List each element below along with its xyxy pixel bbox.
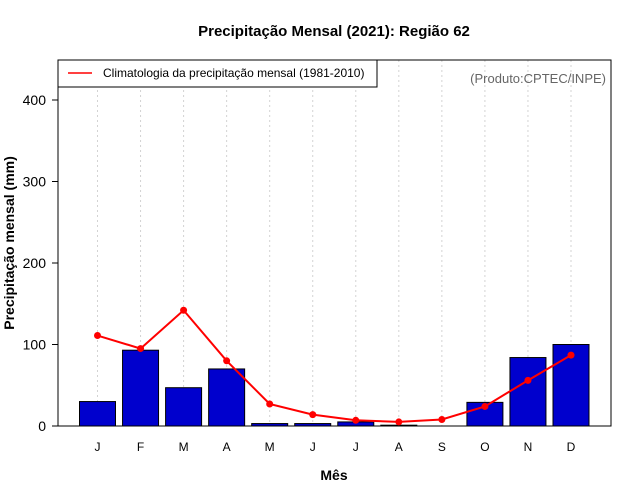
bar-series xyxy=(79,344,590,427)
y-tick-label: 100 xyxy=(23,337,47,353)
climatology-point xyxy=(352,416,360,424)
climatology-point xyxy=(94,332,101,340)
x-tick-label: J xyxy=(353,440,359,454)
climatology-point xyxy=(438,415,446,423)
x-tick-label: O xyxy=(480,440,489,454)
y-tick-label: 400 xyxy=(23,92,47,108)
x-tick-label: N xyxy=(524,440,533,454)
climatology-point xyxy=(266,400,274,408)
x-tick-label: A xyxy=(223,440,231,454)
x-tick-label: A xyxy=(395,440,403,454)
legend-entry-climatology: Climatologia da precipitação mensal (198… xyxy=(103,66,364,80)
climatology-point xyxy=(223,357,231,365)
credit-annotation: (Produto:CPTEC/INPE) xyxy=(470,71,606,86)
x-tick-label: J xyxy=(95,440,101,454)
x-tick-label: S xyxy=(438,440,446,454)
x-tick-label: F xyxy=(137,440,144,454)
x-tick-label: J xyxy=(310,440,316,454)
legend: Climatologia da precipitação mensal (198… xyxy=(57,59,378,88)
x-axis-label: Mês xyxy=(320,467,347,483)
climatology-line-series xyxy=(94,306,575,426)
climatology-line xyxy=(97,308,572,423)
y-tick-label: 0 xyxy=(38,418,46,434)
x-tick-label: M xyxy=(265,440,275,454)
y-tick-label: 300 xyxy=(23,174,47,190)
x-tick-label: M xyxy=(179,440,189,454)
y-tick-label: 200 xyxy=(23,255,47,271)
climatology-point xyxy=(481,402,489,410)
y-axis-label: Precipitação mensal (mm) xyxy=(1,156,17,330)
climatology-point xyxy=(395,418,403,426)
climatology-point xyxy=(137,345,145,353)
climatology-point xyxy=(309,411,317,419)
chart-title: Precipitação Mensal (2021): Região 62 xyxy=(198,23,470,40)
bar xyxy=(122,349,160,427)
x-tick-label: D xyxy=(567,440,576,454)
legend-box xyxy=(57,59,378,88)
bar xyxy=(165,387,203,427)
vertical-grid xyxy=(97,60,572,426)
bar xyxy=(509,357,547,427)
climatology-point xyxy=(567,351,575,359)
bar xyxy=(79,401,116,427)
bar xyxy=(208,368,246,427)
climatology-point xyxy=(524,376,532,384)
y-axis: 0 100 200 300 400 xyxy=(23,92,58,434)
climatology-point xyxy=(180,306,188,314)
